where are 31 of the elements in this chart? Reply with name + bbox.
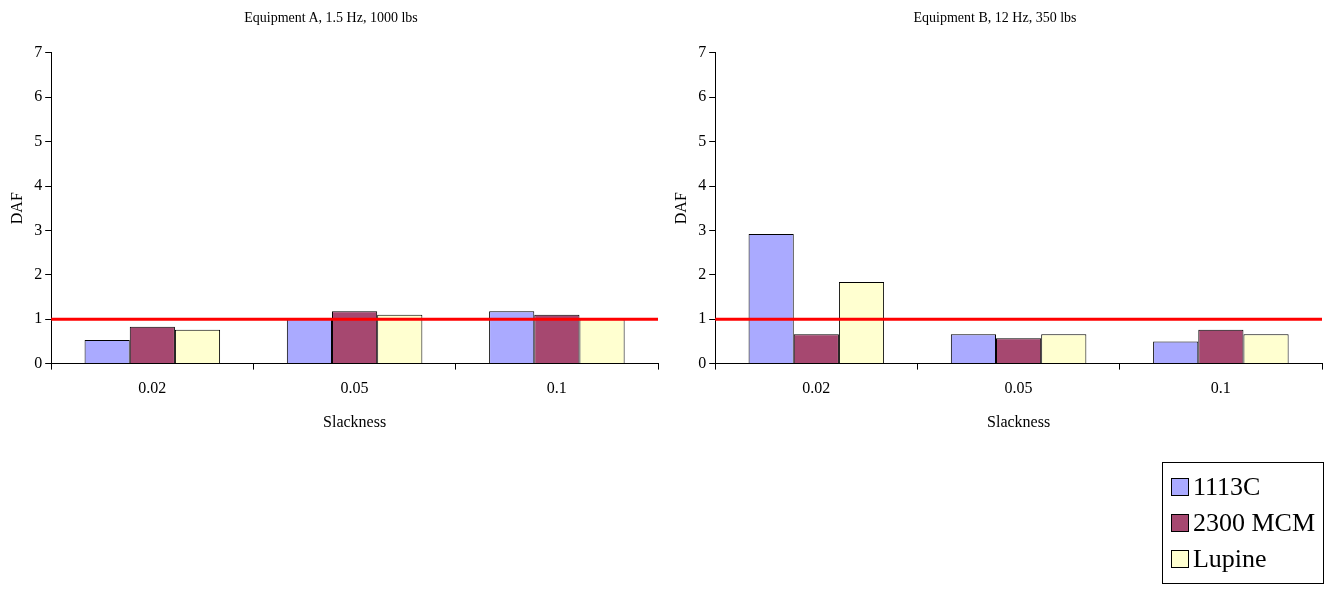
y-tick-label: 0 — [34, 353, 43, 371]
legend-label: 1113C — [1192, 472, 1261, 502]
x-tick-label: 0.02 — [138, 379, 167, 397]
y-tick-label: 1 — [698, 309, 707, 327]
x-axis-title: Slackness — [323, 412, 387, 430]
x-axis-title: Slackness — [987, 412, 1051, 430]
y-tick-label: 3 — [34, 220, 43, 238]
y-tick-label: 2 — [34, 265, 43, 282]
y-axis-title: DAF — [671, 192, 689, 225]
chart-title: Equipment A, 1.5 Hz, 1000 lbs — [244, 10, 418, 26]
chart-title: Equipment B, 12 Hz, 350 lbs — [913, 10, 1077, 26]
y-tick-label: 7 — [34, 43, 43, 60]
y-tick-label: 3 — [698, 220, 707, 238]
y-tick-label: 4 — [34, 176, 43, 194]
y-axis-title: DAF — [7, 192, 25, 225]
x-tick-label: 0.1 — [546, 379, 567, 397]
y-tick-label: 5 — [34, 131, 43, 149]
y-tick-label: 6 — [698, 87, 707, 105]
y-tick-label: 0 — [698, 353, 707, 371]
x-tick-label: 0.02 — [802, 379, 831, 397]
legend-label: Lupine — [1192, 544, 1267, 574]
y-tick-label: 6 — [34, 87, 43, 105]
x-tick-label: 0.05 — [340, 379, 369, 397]
x-tick-label: 0.1 — [1210, 379, 1231, 397]
y-tick-label: 5 — [698, 131, 707, 149]
legend-label: 2300 MCM — [1192, 508, 1315, 538]
y-tick-label: 4 — [698, 176, 707, 194]
y-tick-label: 7 — [698, 43, 707, 60]
y-tick-label: 2 — [698, 265, 707, 282]
x-tick-label: 0.05 — [1004, 379, 1033, 397]
y-tick-label: 1 — [34, 309, 43, 327]
